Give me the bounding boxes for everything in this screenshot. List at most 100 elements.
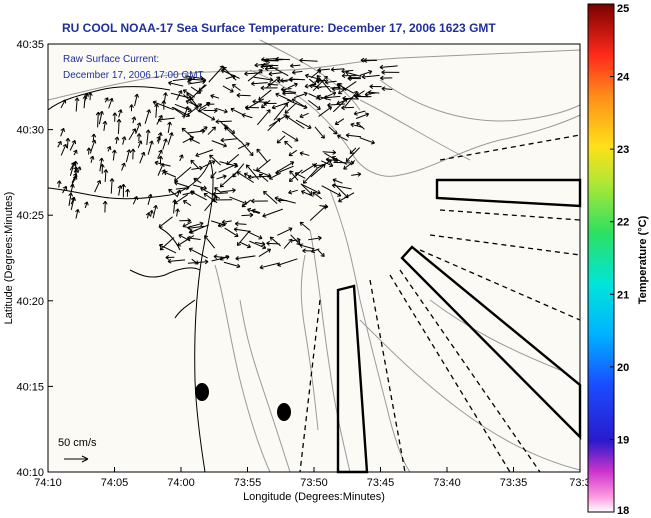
current-vector [172,77,192,82]
x-tick-label: 74:10 [34,477,62,489]
current-vector [300,183,313,195]
current-vector-head [269,77,274,83]
current-vector [268,72,282,75]
current-vector-head [379,64,384,70]
current-vector [60,128,65,137]
current-vector [222,85,234,93]
current-vector-head [381,86,386,92]
current-vector-head [219,183,224,188]
current-vector [122,136,126,145]
current-vector [118,185,121,196]
current-vector-head [75,208,80,213]
current-vector-head [316,105,321,110]
current-vector-head [264,66,269,72]
current-vector [170,92,193,99]
colorbar-tick-label: 22 [617,217,629,229]
current-vector-head [380,75,384,81]
current-vector [157,132,162,144]
current-vector-head [234,221,239,227]
current-vector-head [111,149,117,154]
x-tick-label: 73:3 [569,477,590,489]
current-vector [84,201,88,209]
current-vector [272,101,290,109]
current-vector [269,65,289,77]
current-vector-head [290,63,294,69]
current-vector-head [154,160,159,166]
current-vector [125,149,130,163]
current-vector [167,121,171,133]
current-vector [286,99,308,109]
x-axis-ticks: 74:10 74:05 74:00 73:55 73:50 73:45 73:40 73:35… [34,467,591,489]
current-vector [325,80,337,83]
current-vector [195,149,214,157]
current-vector-head [336,134,342,139]
current-vector-head [291,98,296,103]
current-vector-head [185,112,191,118]
current-vector-head [157,132,163,137]
current-vector-head [288,152,293,157]
current-vector-head [289,170,294,175]
current-vector-head [168,188,173,193]
current-vector-head [299,151,304,156]
current-vector-head [223,108,228,114]
current-vector [202,160,216,168]
current-vector-head [256,148,261,153]
current-vector-head [131,128,137,133]
current-vector [176,208,179,217]
current-vector-head [323,75,328,80]
current-vector-head [236,241,241,246]
current-vector-head [149,209,154,214]
colorbar-tick-label: 20 [617,362,629,374]
current-vector-head [185,99,190,105]
current-vector-head [284,140,289,145]
current-vector-head [283,114,288,119]
current-vector-head [211,160,216,165]
current-vector [345,147,360,162]
current-vector [146,212,150,219]
current-vector [324,152,339,162]
current-vector [193,177,202,184]
current-vector-head [244,105,249,110]
current-vector-head [206,101,211,107]
current-vector [236,94,251,97]
current-vector-head [68,192,74,197]
current-vector-head [350,160,355,166]
current-vector-head [163,170,168,176]
current-vector-head [288,227,293,232]
current-vector-head [276,78,281,84]
current-vector-head [266,240,270,246]
current-vector [247,69,263,82]
current-vector-head [57,140,62,145]
current-vector [104,169,107,182]
current-vector-head [231,74,236,79]
current-vector [318,106,332,117]
current-vector [236,230,251,246]
current-vector-head [147,193,153,198]
current-vector [294,172,306,179]
current-vector-head [203,126,208,131]
current-vector-head [222,143,227,148]
current-vector-head [188,247,193,252]
current-vector-head [71,140,77,145]
x-tick-label: 73:55 [234,477,262,489]
current-vector-head [136,133,142,137]
current-vector-head [87,92,93,96]
current-vector-head [344,194,349,199]
current-vector [232,163,245,178]
current-vector-head [324,79,329,85]
current-vector [267,83,279,86]
current-vector [299,152,310,156]
current-vector-head [133,195,139,201]
current-vector-head [215,119,220,125]
current-vector [198,84,207,92]
current-vector [132,116,136,124]
current-vector-head [268,71,273,77]
current-vector [115,136,118,144]
x-tick-label: 73:35 [500,477,528,489]
current-vector-head [187,218,191,224]
current-vector-head [302,248,306,254]
current-vector [190,86,201,94]
current-vector-head [345,157,350,162]
current-vector [341,106,354,109]
current-vector [204,235,216,249]
